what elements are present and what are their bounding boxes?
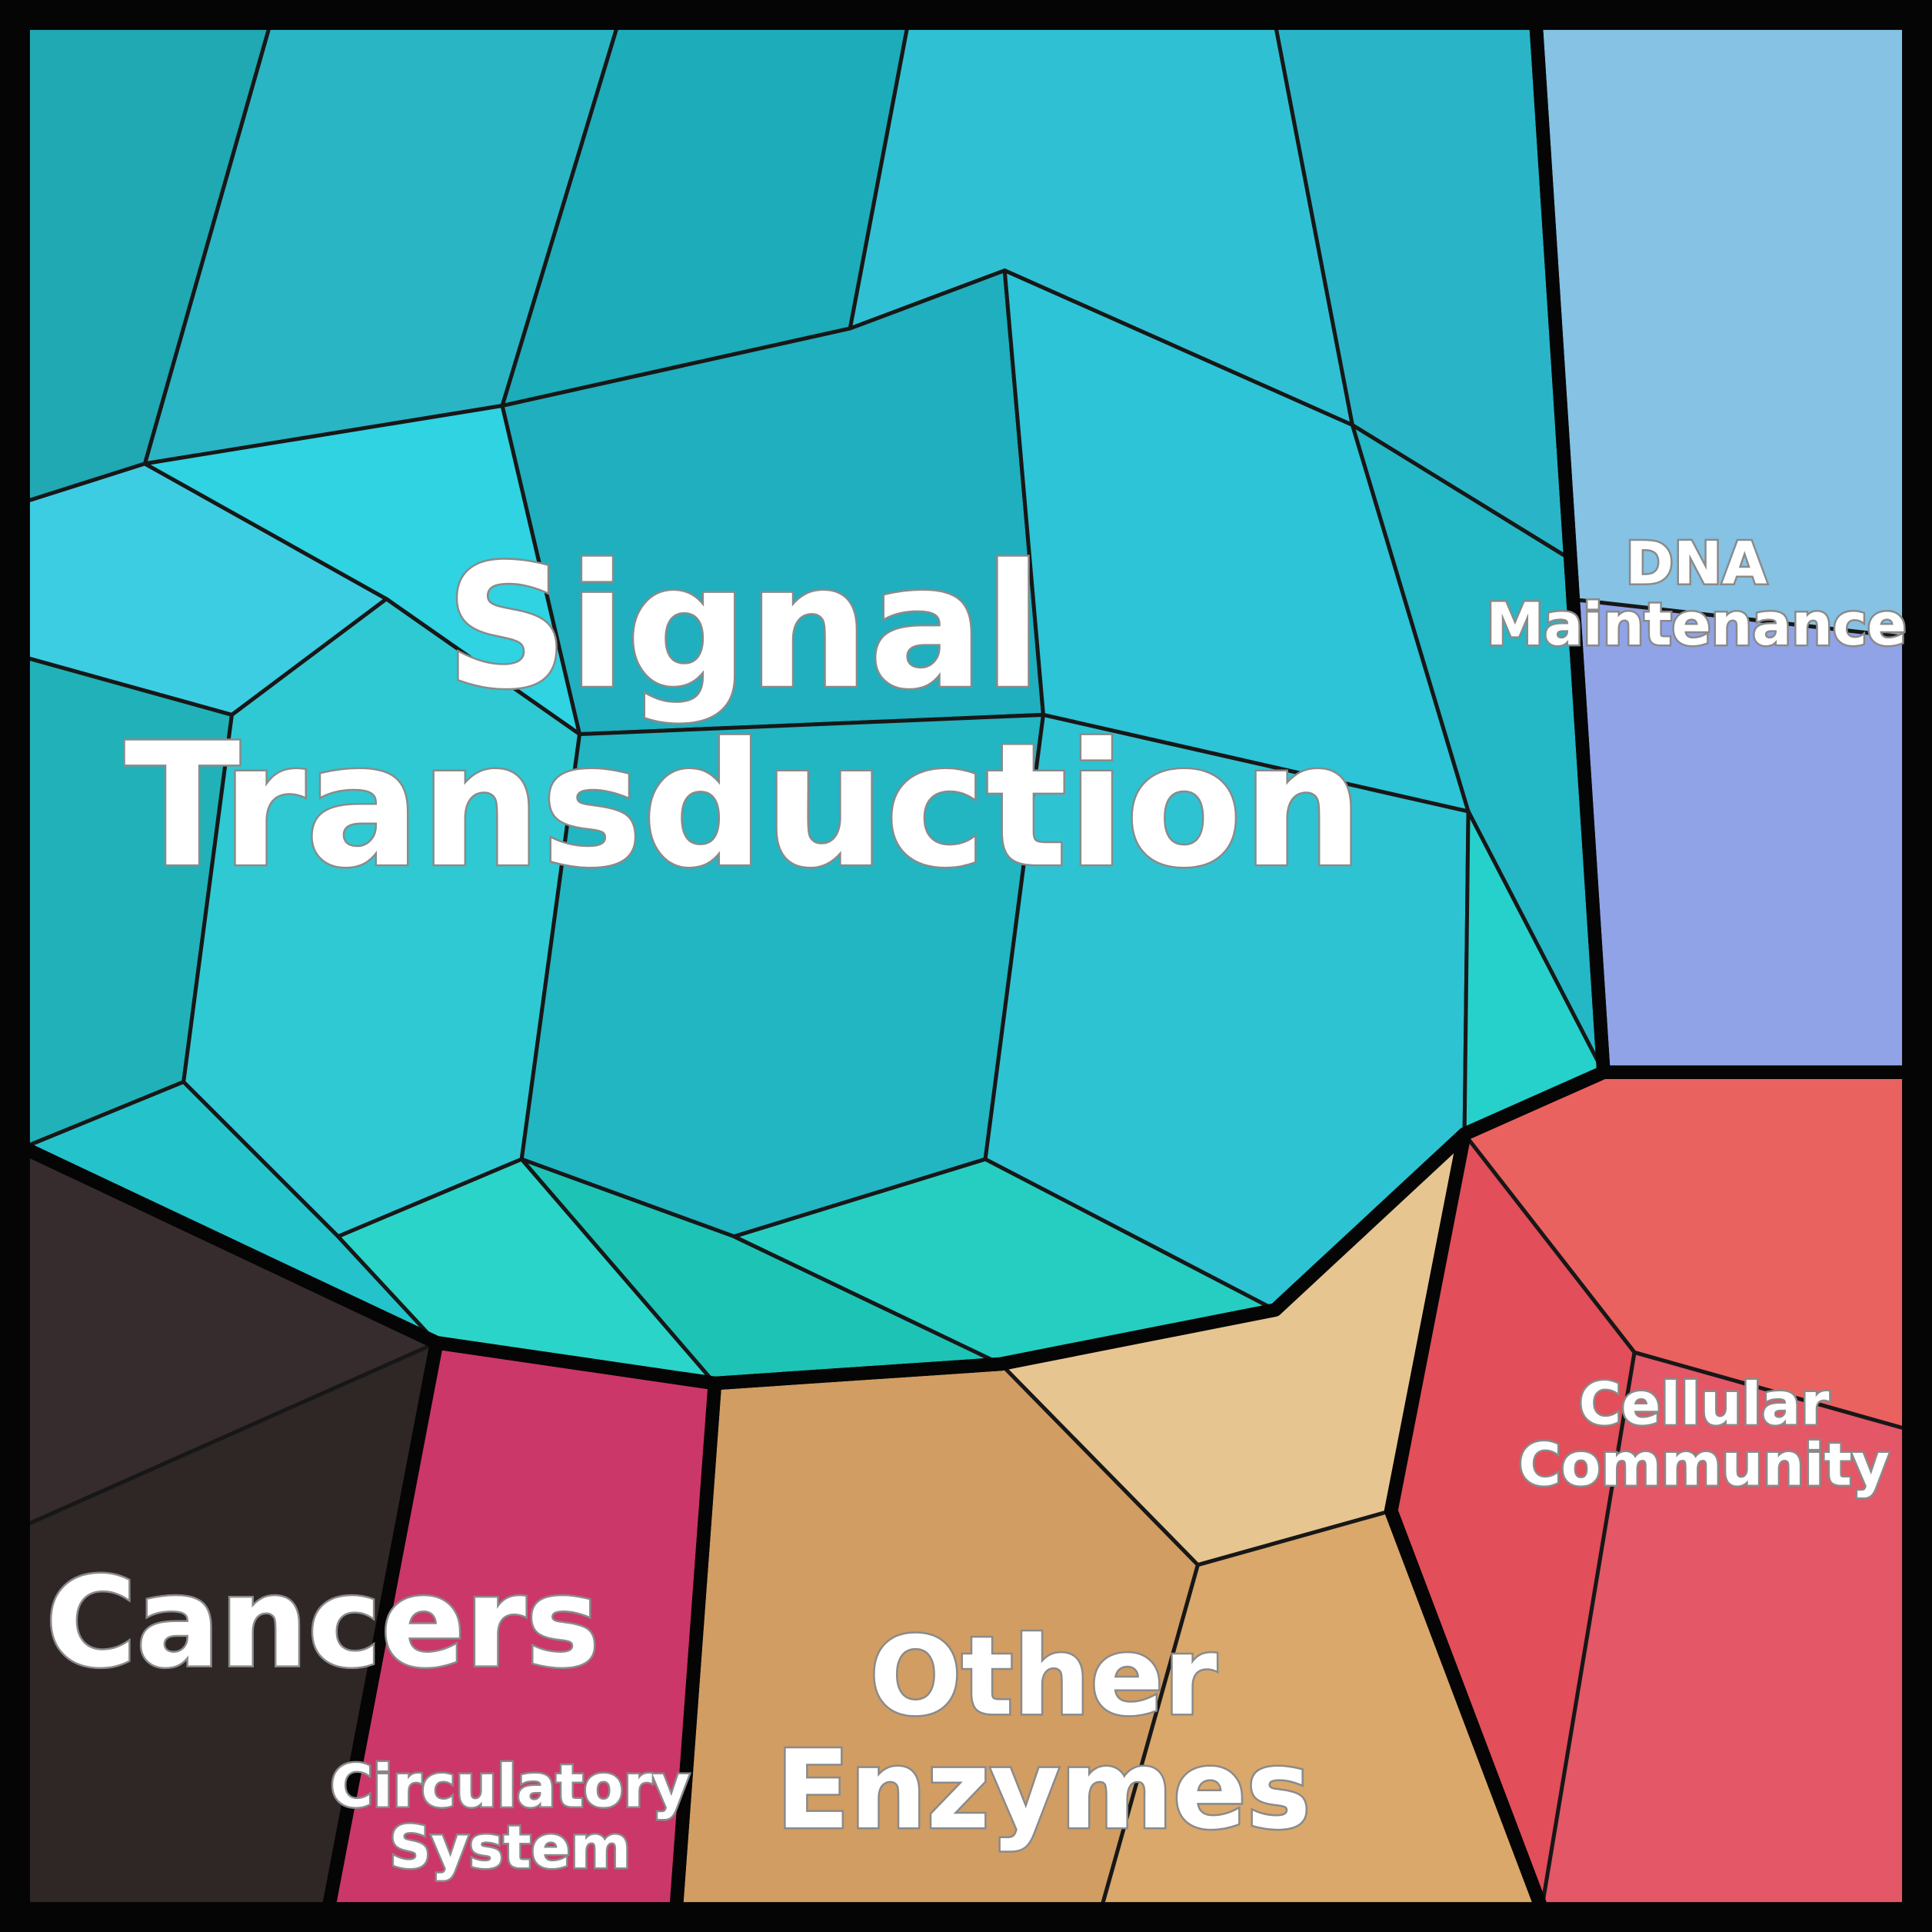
region-label-line: System [389, 1814, 631, 1881]
region-label-line: DNA [1626, 530, 1767, 598]
region-label-line: Cancers [45, 1551, 599, 1694]
region-label-cancers: Cancers [45, 1551, 599, 1694]
voronoi-treemap: SignalTransduction DNAMaintenance Cellular… [0, 0, 1932, 1932]
region-label-line: Maintenance [1486, 591, 1906, 658]
region-label-line: Signal [445, 529, 1042, 727]
region-label-line: Other [870, 1614, 1217, 1740]
region-label-line: Enzymes [776, 1727, 1311, 1854]
region-label-line: Circulatory [330, 1753, 689, 1820]
region-label-line: Transduction [125, 708, 1364, 905]
region-label-line: Cellular [1579, 1370, 1830, 1437]
region-label-line: Community [1518, 1431, 1889, 1498]
cell-dna-maintenance-1 [1569, 599, 1909, 1072]
